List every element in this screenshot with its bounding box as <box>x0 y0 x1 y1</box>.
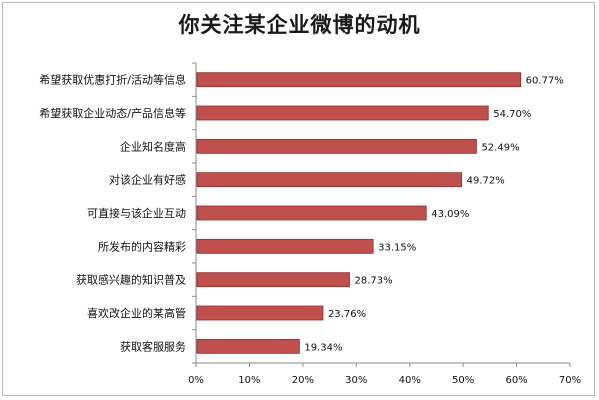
category-label: 获取客服服务 <box>120 339 186 353</box>
x-tick-label: 60% <box>505 375 527 386</box>
bar <box>196 105 489 121</box>
category-label: 希望获取优惠打折/活动等信息 <box>39 73 186 87</box>
bar <box>196 138 477 154</box>
bar <box>196 172 463 188</box>
bar <box>196 72 522 88</box>
x-tick-label: 0% <box>188 375 204 386</box>
value-label: 19.34% <box>304 342 342 353</box>
x-tick-label: 70% <box>559 375 581 386</box>
category-label: 喜欢改企业的某高管 <box>87 306 186 320</box>
x-tick-label: 10% <box>238 375 260 386</box>
category-label: 所发布的内容精彩 <box>98 239 186 253</box>
category-label: 获取感兴趣的知识普及 <box>76 273 186 287</box>
chart-frame <box>2 2 595 396</box>
bar <box>196 205 427 221</box>
x-tick-label: 50% <box>452 375 474 386</box>
axis-layer: 0% 10% 20% 30% 40% 50% 60% 70% 希望获取优惠打折/活动等信息希望获… <box>39 62 581 386</box>
value-label: 52.49% <box>481 142 519 153</box>
x-tick-label: 30% <box>345 375 367 386</box>
category-label: 对该企业有好感 <box>109 173 186 187</box>
bars-layer: 60.77% 54.70% 52.49% 49.72% 43.09% 33.15% 28.7… <box>196 72 564 354</box>
bar <box>196 338 300 354</box>
value-label: 49.72% <box>467 176 505 187</box>
value-label: 33.15% <box>378 242 416 253</box>
value-label: 54.70% <box>493 109 531 120</box>
category-label: 可直接与该企业互动 <box>87 206 186 220</box>
category-label: 企业知名度高 <box>120 139 186 153</box>
chart-title: 你关注某企业微博的动机 <box>178 12 421 37</box>
bar <box>196 305 324 321</box>
value-label: 43.09% <box>431 209 469 220</box>
value-label: 28.73% <box>355 276 393 287</box>
bar <box>196 272 350 288</box>
value-label: 23.76% <box>328 309 366 320</box>
bar <box>196 238 374 254</box>
value-label: 60.77% <box>526 76 564 87</box>
category-label: 希望获取企业动态/产品信息等 <box>39 106 186 120</box>
x-tick-label: 20% <box>292 375 314 386</box>
x-tick-label: 40% <box>399 375 421 386</box>
